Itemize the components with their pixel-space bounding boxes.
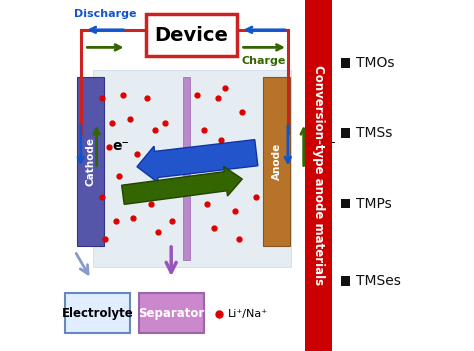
Bar — [146, 14, 237, 56]
Bar — [340, 128, 350, 138]
Text: Conversion-type anode materials: Conversion-type anode materials — [312, 65, 325, 286]
Text: Electrolyte: Electrolyte — [62, 307, 133, 320]
Text: e⁻: e⁻ — [319, 139, 337, 153]
Text: Discharge: Discharge — [74, 9, 137, 19]
Bar — [305, 0, 332, 351]
Text: Li⁺/Na⁺: Li⁺/Na⁺ — [228, 309, 268, 319]
Text: TMPs: TMPs — [356, 197, 392, 211]
Text: Separator: Separator — [138, 307, 204, 320]
Bar — [182, 77, 191, 260]
Text: Cathode: Cathode — [85, 137, 95, 186]
Bar — [340, 276, 350, 286]
Text: Device: Device — [155, 26, 228, 45]
Bar — [65, 293, 130, 333]
Text: Anode: Anode — [272, 143, 282, 180]
Text: TMOs: TMOs — [356, 56, 394, 70]
Text: Charge: Charge — [241, 56, 285, 66]
Bar — [93, 70, 292, 267]
Text: TMSs: TMSs — [356, 126, 392, 140]
FancyArrow shape — [122, 166, 242, 204]
Bar — [139, 293, 204, 333]
FancyArrow shape — [137, 140, 258, 183]
Bar — [264, 77, 290, 246]
Bar — [340, 199, 350, 208]
Text: TMSes: TMSes — [356, 274, 401, 288]
Bar — [77, 77, 104, 246]
Bar — [340, 58, 350, 68]
Text: e⁻: e⁻ — [112, 139, 129, 153]
